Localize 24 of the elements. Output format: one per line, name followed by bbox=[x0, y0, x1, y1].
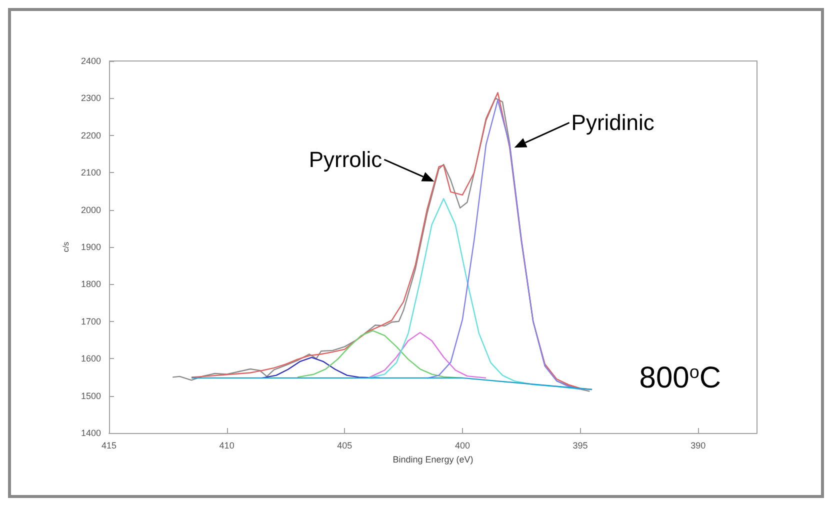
y-tick-label: 2300 bbox=[80, 93, 101, 104]
x-tick-label: 410 bbox=[219, 440, 234, 450]
y-tick-label: 1900 bbox=[80, 242, 101, 252]
x-tick-label: 390 bbox=[690, 440, 706, 450]
annotation: Pyridinic bbox=[571, 110, 654, 136]
line-series bbox=[368, 198, 581, 390]
y-tick-label: 2000 bbox=[80, 204, 101, 215]
annotation: Pyrrolic bbox=[308, 147, 382, 172]
x-tick-label: 405 bbox=[337, 440, 352, 450]
y-tick-label: 2400 bbox=[80, 56, 101, 66]
y-tick-label: 1600 bbox=[80, 354, 101, 364]
y-tick-label: 1500 bbox=[80, 390, 101, 401]
line-series bbox=[296, 330, 464, 379]
line-series bbox=[368, 332, 487, 379]
y-axis-title: c/s bbox=[62, 242, 71, 252]
x-tick-label: 400 bbox=[454, 440, 470, 450]
y-tick-label: 1400 bbox=[80, 428, 101, 438]
y-tick-label: 2200 bbox=[80, 130, 101, 140]
x-tick-label: 395 bbox=[572, 440, 588, 450]
x-axis-title: Binding Energy (eV) bbox=[392, 454, 474, 464]
y-tick-label: 2100 bbox=[80, 168, 101, 178]
x-tick-label: 415 bbox=[101, 440, 117, 450]
y-tick-label: 1800 bbox=[80, 279, 101, 290]
y-tick-label: 1700 bbox=[80, 316, 101, 326]
